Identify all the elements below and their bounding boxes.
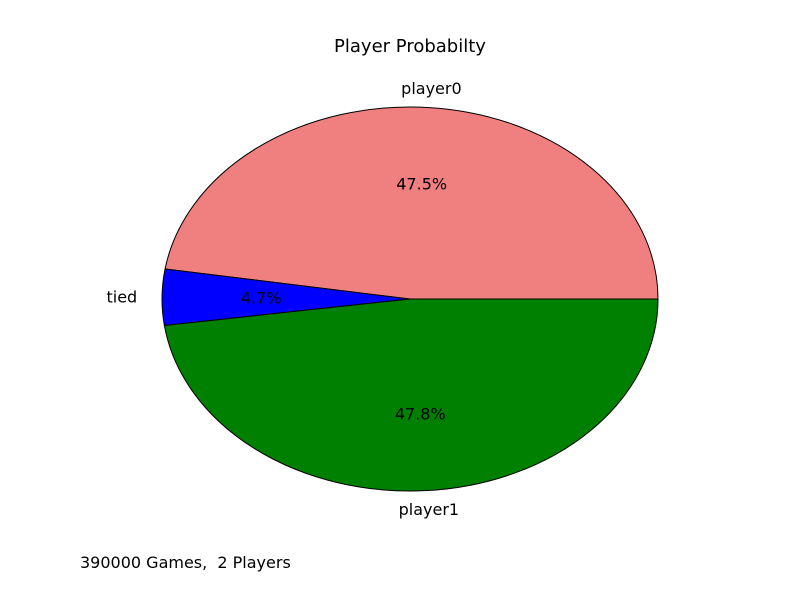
pie-slice-player1 bbox=[163, 298, 659, 492]
footer-note: 390000 Games, 2 Players bbox=[80, 553, 291, 572]
pct-label-player0: 47.5% bbox=[396, 175, 447, 194]
pct-label-player1: 47.8% bbox=[395, 404, 446, 423]
pie-slice-player0 bbox=[164, 106, 659, 300]
chart-title: Player Probabilty bbox=[334, 36, 486, 57]
slice-label-tied: tied bbox=[106, 288, 137, 307]
slice-label-player0: player0 bbox=[401, 79, 461, 98]
pie-slices bbox=[161, 106, 659, 492]
pct-label-tied: 4.7% bbox=[241, 288, 282, 307]
slice-label-player1: player1 bbox=[399, 500, 459, 519]
pie-labels: 47.5% player0 4.7% tied 47.8% player1 bbox=[106, 79, 461, 519]
